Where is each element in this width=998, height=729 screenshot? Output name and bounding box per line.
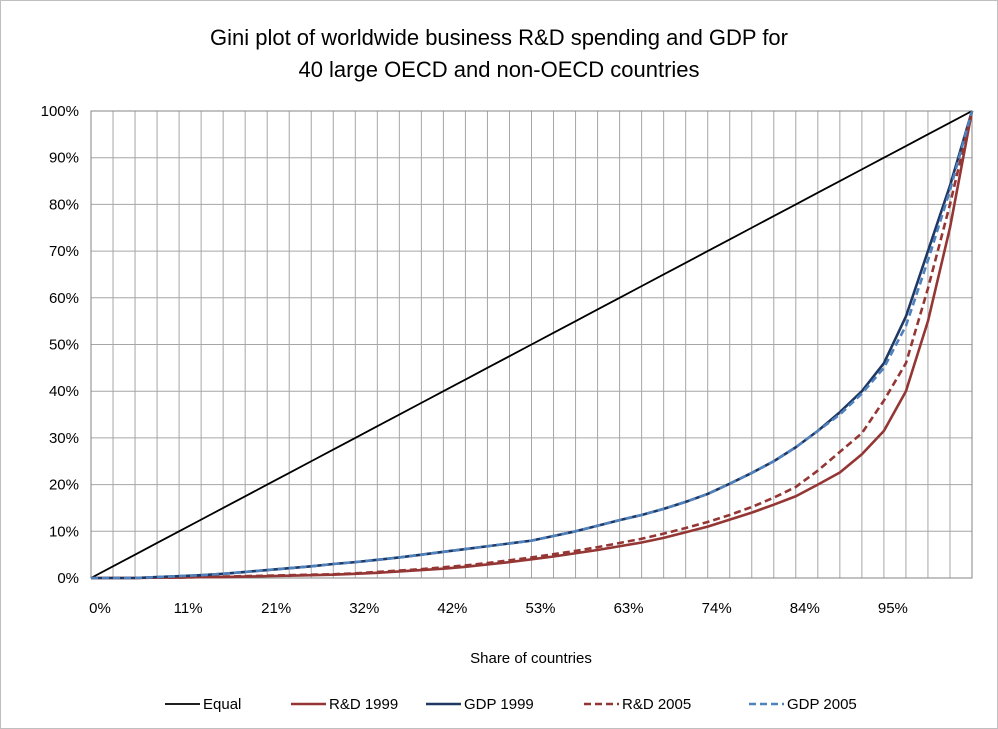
grid-layer (90, 110, 973, 579)
plot-border (90, 110, 973, 579)
y-tick-label: 100% (41, 103, 79, 120)
series-line-gdp-2005 (91, 110, 974, 580)
legend-label: R&D 2005 (622, 696, 691, 713)
x-tick-label: 32% (349, 600, 379, 617)
x-tick-label: 63% (614, 600, 644, 617)
y-tick-label: 90% (49, 150, 79, 167)
legend: Equal R&D 1999 GDP 1999 R&D 2005 GDP 2005 (165, 696, 857, 713)
y-tick-label: 20% (49, 477, 79, 494)
x-tick-label: 0% (89, 600, 111, 617)
plot-area (90, 110, 974, 580)
y-tick-labels: 0% 10% 20% 30% 40% 50% 60% 70% 80% 90% 100% (41, 103, 79, 587)
x-tick-labels: 0% 11% 21% 32% 42% 53% 63% 74% 84% 95% (89, 600, 908, 617)
x-axis-title: Share of countries (470, 650, 592, 667)
y-tick-label: 40% (49, 383, 79, 400)
legend-label: GDP 2005 (787, 696, 857, 713)
x-tick-label: 84% (790, 600, 820, 617)
chart-title-line-2: 40 large OECD and non-OECD countries (298, 57, 699, 82)
y-tick-label: 80% (49, 196, 79, 213)
chart-title-line-1: Gini plot of worldwide business R&D spen… (210, 25, 788, 50)
series-line-r-d-2005 (91, 110, 974, 580)
y-tick-label: 10% (49, 523, 79, 540)
x-tick-label: 11% (174, 600, 203, 617)
x-tick-label: 95% (878, 600, 908, 617)
x-tick-label: 53% (525, 600, 555, 617)
y-tick-label: 60% (49, 290, 79, 307)
y-tick-label: 0% (57, 570, 79, 587)
y-tick-label: 30% (49, 430, 79, 447)
legend-label: Equal (203, 696, 241, 713)
series-line-equal (90, 110, 973, 579)
x-tick-label: 42% (437, 600, 467, 617)
legend-label: R&D 1999 (329, 696, 398, 713)
legend-label: GDP 1999 (464, 696, 534, 713)
series-layer (90, 110, 974, 580)
y-tick-label: 70% (49, 243, 79, 260)
x-tick-label: 21% (261, 600, 291, 617)
y-tick-label: 50% (49, 337, 79, 354)
x-tick-label: 74% (702, 600, 732, 617)
